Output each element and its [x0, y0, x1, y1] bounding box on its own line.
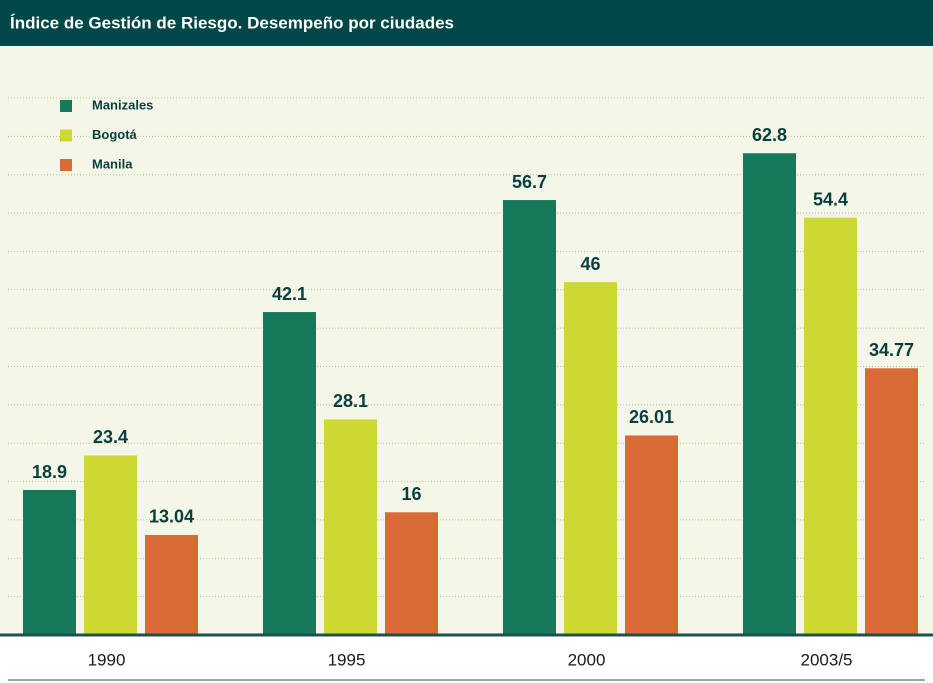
- axis-band: [0, 636, 933, 683]
- data-label: 54.4: [813, 189, 848, 209]
- bar: [804, 217, 857, 635]
- x-tick-label: 1995: [328, 650, 366, 669]
- data-label: 28.1: [333, 391, 368, 411]
- bar: [324, 419, 377, 635]
- bar: [865, 368, 918, 635]
- data-label: 62.8: [752, 125, 787, 145]
- bar: [84, 455, 137, 635]
- legend-swatch: [60, 129, 72, 142]
- legend-label: Bogotá: [92, 127, 138, 142]
- chart-title: Índice de Gestión de Riesgo. Desempeño p…: [10, 13, 454, 32]
- bar: [23, 490, 76, 635]
- x-tick-label: 2000: [568, 650, 606, 669]
- legend-label: Manila: [92, 156, 133, 171]
- legend-swatch: [60, 100, 72, 112]
- bar: [503, 200, 556, 635]
- data-label: 46: [580, 254, 600, 274]
- legend-label: Manizales: [92, 97, 153, 112]
- data-label: 42.1: [272, 284, 307, 304]
- data-label: 16: [401, 484, 421, 504]
- bar: [145, 534, 198, 635]
- data-label: 13.04: [149, 507, 194, 527]
- data-label: 26.01: [629, 407, 674, 427]
- x-tick-label: 2003/5: [801, 650, 853, 669]
- legend-swatch: [60, 159, 72, 171]
- bar: [625, 435, 678, 635]
- data-label: 18.9: [32, 462, 67, 482]
- bar: [564, 282, 617, 635]
- data-label: 34.77: [869, 340, 914, 360]
- x-tick-label: 1990: [88, 650, 126, 669]
- bar: [743, 153, 796, 635]
- data-label: 23.4: [93, 427, 128, 447]
- bar: [385, 512, 438, 635]
- header: [0, 0, 933, 46]
- data-label: 56.7: [512, 172, 547, 192]
- bar: [263, 312, 316, 635]
